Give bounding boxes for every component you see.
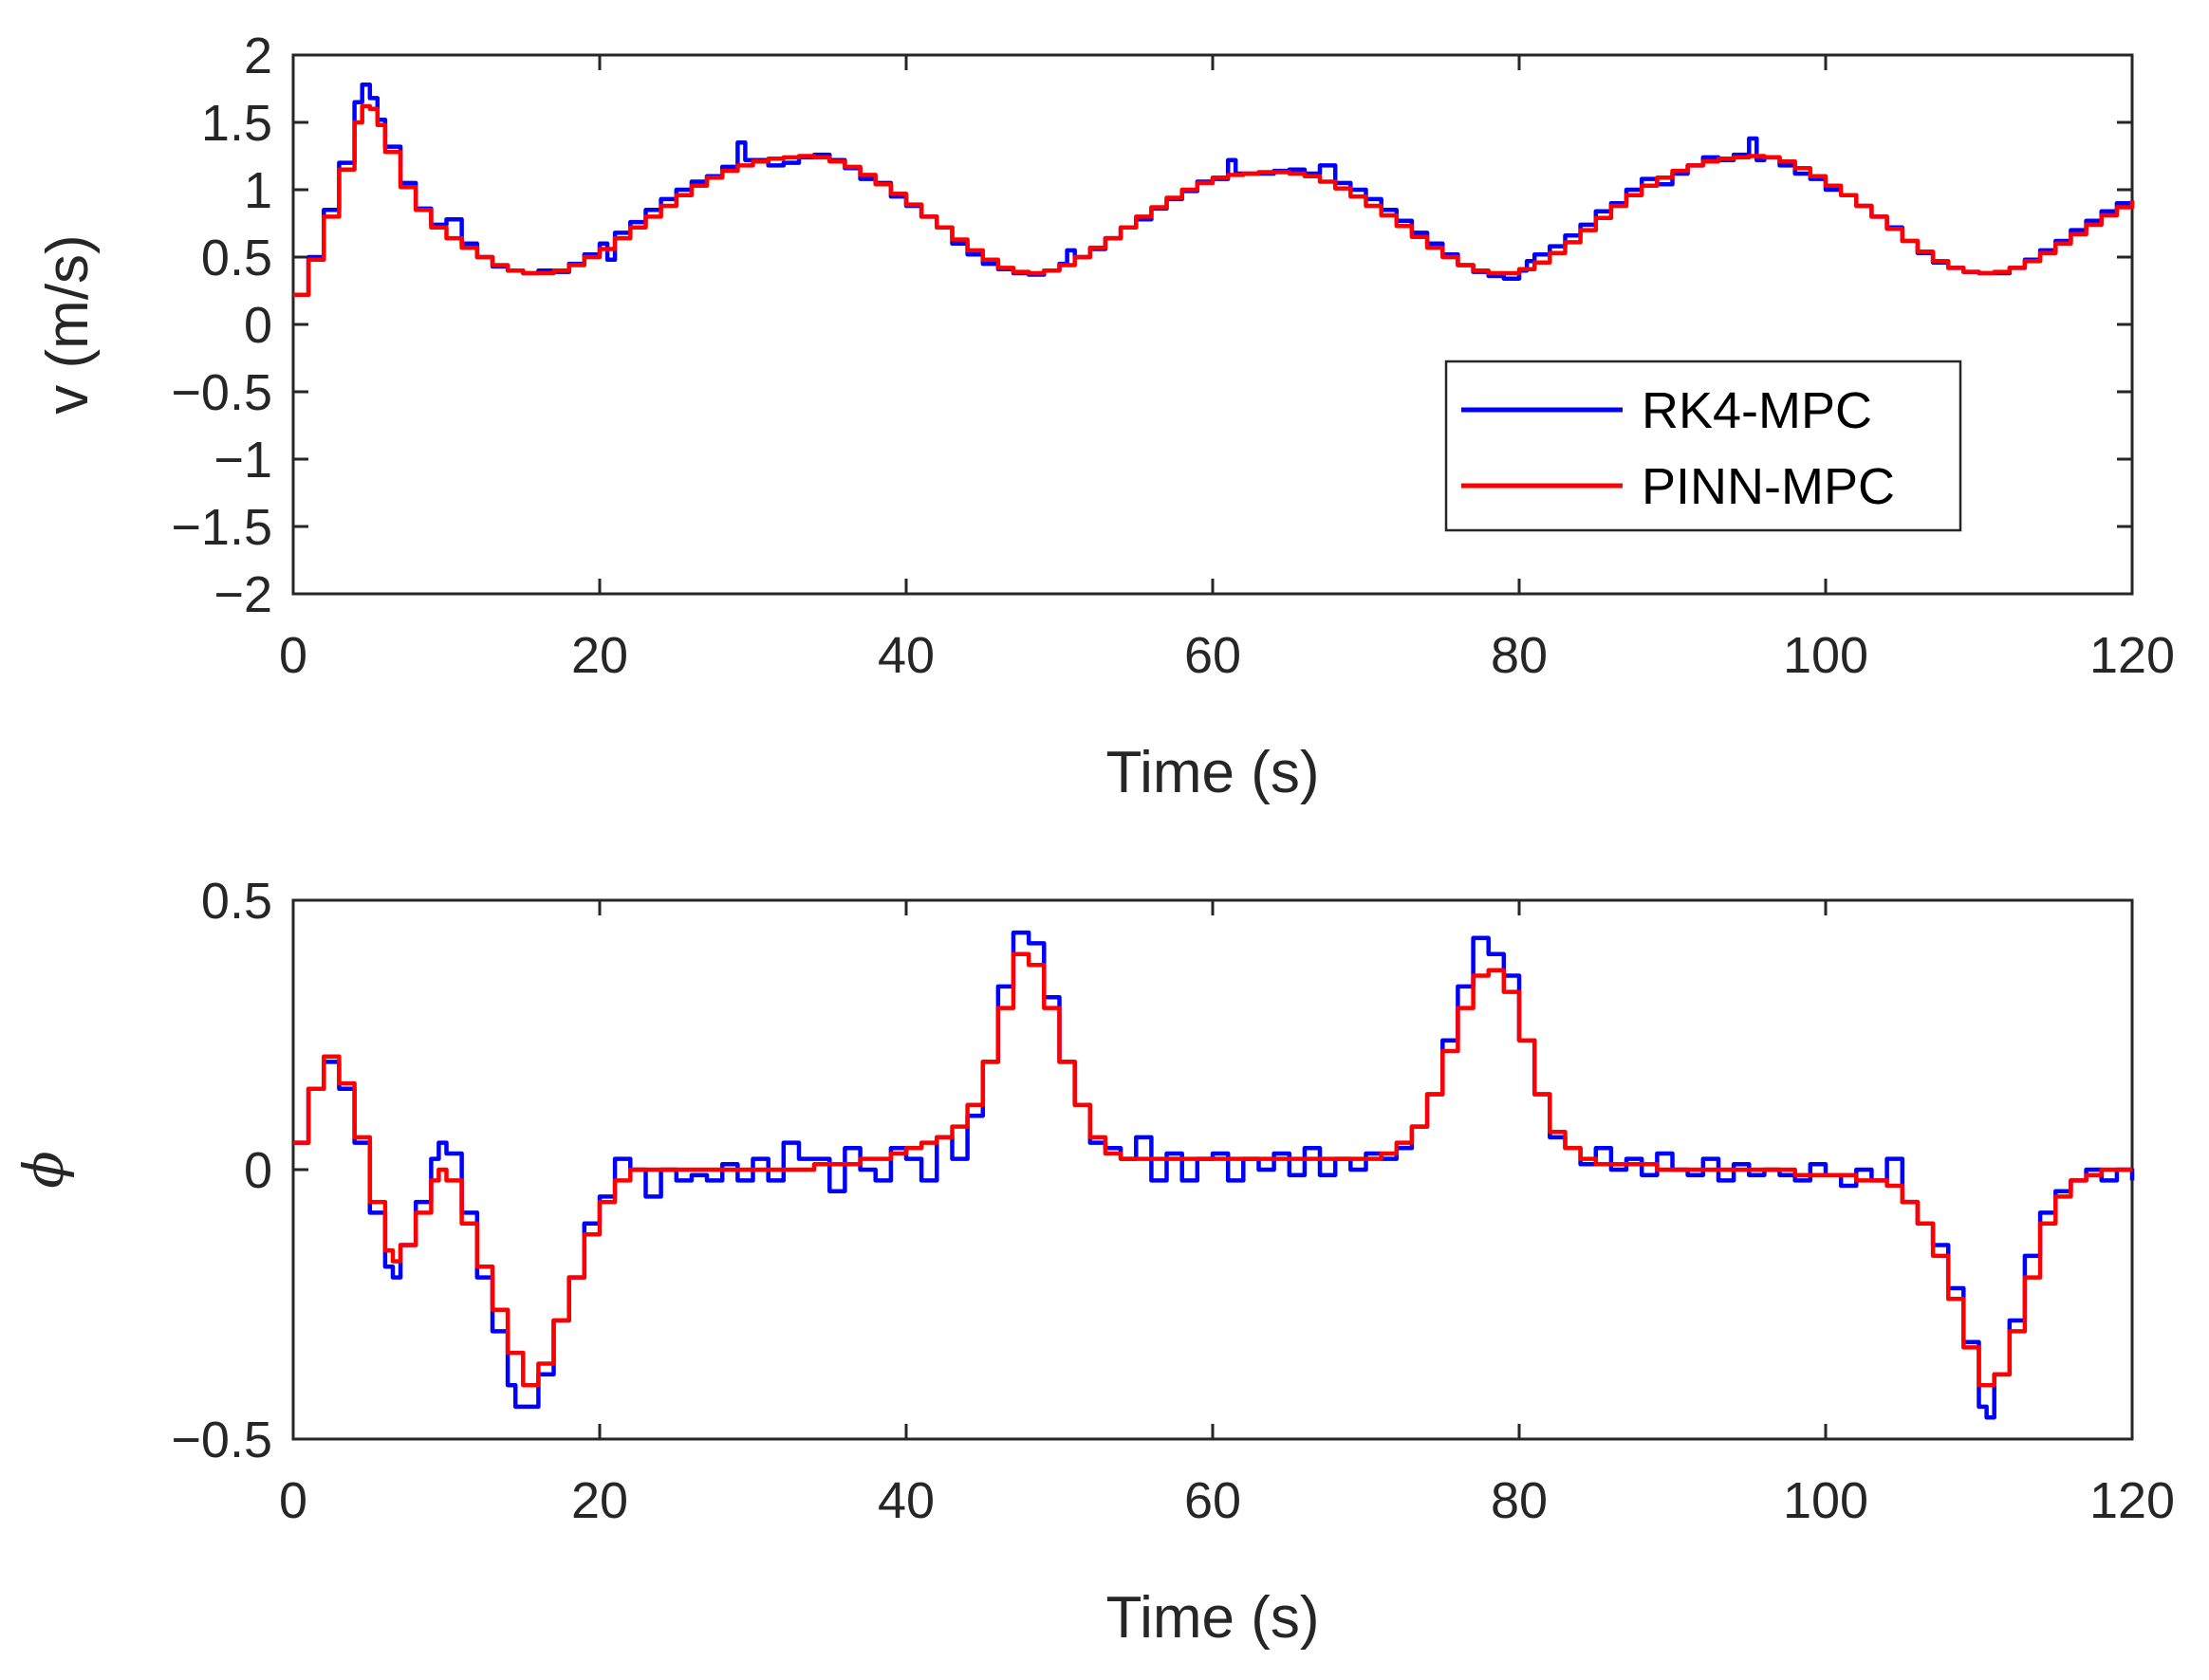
bottom-x-tick-label: 60 xyxy=(1184,1472,1241,1529)
top-y-tick-label: −1.5 xyxy=(171,499,272,556)
bottom-y-tick-label: −0.5 xyxy=(171,1412,272,1468)
top-y-tick-label: 0.5 xyxy=(201,230,272,286)
bottom-x-tick-labels: 0 20 40 60 80 100 120 xyxy=(279,1472,2175,1529)
bottom-x-tick-label: 80 xyxy=(1491,1472,1548,1529)
top-y-tick-label: 0 xyxy=(244,297,272,354)
top-x-tick-label: 0 xyxy=(279,627,307,684)
bottom-y-tick-labels: −0.5 0 0.5 xyxy=(171,873,272,1468)
bottom-x-tick-label: 0 xyxy=(279,1472,307,1529)
top-x-tick-label: 100 xyxy=(1783,627,1868,684)
bottom-x-tick-label: 20 xyxy=(571,1472,628,1529)
top-y-tick-labels: −2 −1.5 −1 −0.5 0 0.5 1 1.5 2 xyxy=(171,28,272,623)
top-x-tick-labels: 0 20 40 60 80 100 120 xyxy=(279,627,2175,684)
bottom-x-axis-label: Time (s) xyxy=(1106,1585,1320,1651)
bottom-series xyxy=(293,930,2135,1420)
legend: RK4-MPC PINN-MPC xyxy=(1444,360,1962,532)
top-series-pinn-mpc xyxy=(293,103,2135,298)
bottom-x-tick-label: 120 xyxy=(2089,1472,2175,1529)
bottom-x-tick-label: 100 xyxy=(1783,1472,1868,1529)
top-y-axis-label: v (m/s) xyxy=(35,234,101,414)
bottom-series-pinn-mpc xyxy=(293,951,2132,1388)
top-y-tick-label: 1 xyxy=(244,162,272,219)
top-plot: 0 20 40 60 80 100 120 −2 −1.5 −1 −0.5 0 0.5 1 1.5 2 Ti… xyxy=(35,28,2175,805)
top-ticks xyxy=(291,53,2134,596)
top-x-tick-label: 80 xyxy=(1491,627,1548,684)
bottom-plot: 0 20 40 60 80 100 120 −0.500.5 Time (s) ϕ xyxy=(11,873,2175,1651)
bottom-y-tick-label: 0.5 xyxy=(201,873,272,930)
legend-label-pinn-mpc: PINN-MPC xyxy=(1642,458,1895,515)
bottom-x-tick-label: 40 xyxy=(878,1472,935,1529)
top-x-tick-label: 40 xyxy=(878,627,935,684)
bottom-y-axis-label: ϕ xyxy=(11,1151,76,1189)
top-x-tick-label: 120 xyxy=(2089,627,2175,684)
top-y-tick-label: −0.5 xyxy=(171,364,272,421)
top-y-tick-label: −1 xyxy=(213,432,272,489)
top-y-tick-label: −2 xyxy=(213,566,272,623)
top-y-tick-label: 1.5 xyxy=(201,95,272,152)
bottom-y-tick-label: 0 xyxy=(244,1142,272,1199)
top-y-tick-label: 2 xyxy=(244,28,272,84)
top-x-tick-label: 60 xyxy=(1184,627,1241,684)
top-series xyxy=(293,82,2135,298)
top-x-axis-label: Time (s) xyxy=(1106,740,1320,805)
top-x-tick-label: 20 xyxy=(571,627,628,684)
legend-label-rk4-mpc: RK4-MPC xyxy=(1642,382,1872,439)
legend-box xyxy=(1444,360,1962,532)
